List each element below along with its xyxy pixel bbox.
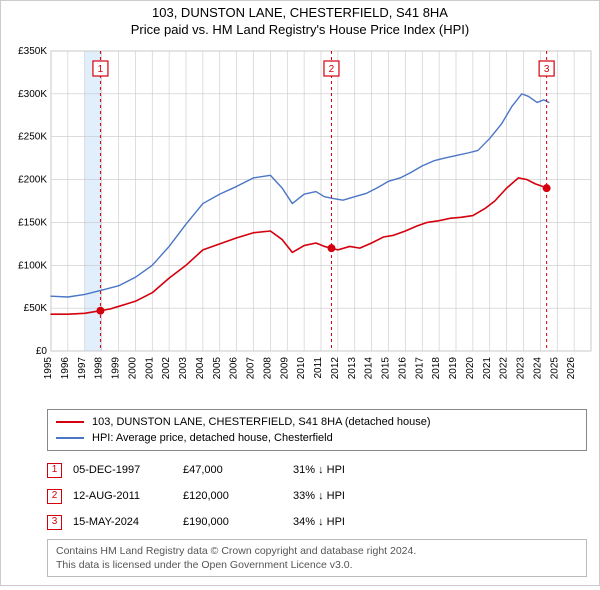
transaction-row: 1 05-DEC-1997£47,00031% ↓ HPI [47,457,587,483]
legend-row-property: 103, DUNSTON LANE, CHESTERFIELD, S41 8HA… [56,414,578,430]
x-tick-label: 1998 [94,357,105,380]
x-tick-label: 2005 [212,357,223,380]
series-hpi [51,94,549,297]
address-title: 103, DUNSTON LANE, CHESTERFIELD, S41 8HA [1,5,599,20]
transaction-price: £47,000 [183,464,293,476]
x-tick-label: 2024 [532,357,543,380]
transaction-hpi-delta: 33% ↓ HPI [293,490,413,502]
marker-number: 1 [98,64,104,75]
y-tick-label: £50K [24,303,48,314]
y-tick-label: £100K [18,260,47,271]
x-tick-label: 2015 [381,357,392,380]
x-tick-label: 2026 [566,357,577,380]
x-tick-label: 2023 [516,357,527,380]
transaction-date: 05-DEC-1997 [73,464,183,476]
marker-point [96,307,104,315]
transaction-price: £190,000 [183,516,293,528]
chart-area: £0 £50K £100K £150K £200K £250K £300K £350K 1995… [1,39,599,403]
x-tick-label: 2021 [482,357,493,380]
legend-label: HPI: Average price, detached house, Ches… [92,430,333,446]
line-chart: £0 £50K £100K £150K £200K £250K £300K £350K 1995… [5,43,597,403]
x-tick-label: 2018 [431,357,442,380]
x-tick-label: 2017 [414,357,425,380]
x-tick-label: 2022 [499,357,510,380]
marker-number: 2 [329,64,335,75]
transaction-hpi-delta: 31% ↓ HPI [293,464,413,476]
chart-container: 103, DUNSTON LANE, CHESTERFIELD, S41 8HA… [0,0,600,586]
x-tick-label: 2019 [448,357,459,380]
x-tick-label: 2020 [465,357,476,380]
x-tick-label: 2000 [127,357,138,380]
x-tick-label: 2008 [262,357,273,380]
y-tick-label: £150K [18,217,47,228]
footer-line-1: Contains HM Land Registry data © Crown c… [56,544,578,558]
y-tick-label: £200K [18,175,47,186]
x-tick-label: 2013 [347,357,358,380]
x-tick-label: 2003 [178,357,189,380]
x-tick-label: 1999 [111,357,122,380]
x-tick-label: 2007 [246,357,257,380]
legend-swatch [56,437,84,439]
transaction-marker: 2 [47,489,62,504]
attribution-footer: Contains HM Land Registry data © Crown c… [47,539,587,577]
x-tick-label: 2014 [364,357,375,380]
x-tick-label: 2009 [279,357,290,380]
subtitle: Price paid vs. HM Land Registry's House … [1,22,599,37]
y-tick-label: £300K [18,89,47,100]
y-tick-label: £0 [36,346,48,357]
transaction-date: 15-MAY-2024 [73,516,183,528]
transaction-row: 2 12-AUG-2011£120,00033% ↓ HPI [47,483,587,509]
legend-swatch [56,421,84,423]
legend: 103, DUNSTON LANE, CHESTERFIELD, S41 8HA… [47,409,587,451]
x-tick-label: 2025 [549,357,560,380]
transactions-table: 1 05-DEC-1997£47,00031% ↓ HPI 2 12-AUG-2011… [47,457,587,535]
title-block: 103, DUNSTON LANE, CHESTERFIELD, S41 8HA… [1,1,599,39]
x-tick-label: 2012 [330,357,341,380]
marker-point [543,184,551,192]
transaction-hpi-delta: 34% ↓ HPI [293,516,413,528]
footer-line-2: This data is licensed under the Open Gov… [56,558,578,572]
x-tick-label: 2004 [195,357,206,380]
x-tick-label: 2001 [144,357,155,380]
x-tick-label: 1997 [77,357,88,380]
transaction-price: £120,000 [183,490,293,502]
shaded-band [85,51,102,351]
x-tick-label: 2002 [161,357,172,380]
x-tick-label: 2010 [296,357,307,380]
y-tick-label: £250K [18,132,47,143]
transaction-row: 3 15-MAY-2024£190,00034% ↓ HPI [47,509,587,535]
x-tick-label: 1996 [60,357,71,380]
x-tick-label: 2016 [397,357,408,380]
transaction-marker: 3 [47,515,62,530]
y-tick-label: £350K [18,46,47,57]
x-tick-label: 2011 [313,357,324,379]
transaction-date: 12-AUG-2011 [73,490,183,502]
legend-row-hpi: HPI: Average price, detached house, Ches… [56,430,578,446]
marker-point [327,244,335,252]
marker-number: 3 [544,64,550,75]
x-tick-label: 2006 [229,357,240,380]
x-tick-label: 1995 [43,357,54,380]
transaction-marker: 1 [47,463,62,478]
legend-label: 103, DUNSTON LANE, CHESTERFIELD, S41 8HA… [92,414,431,430]
